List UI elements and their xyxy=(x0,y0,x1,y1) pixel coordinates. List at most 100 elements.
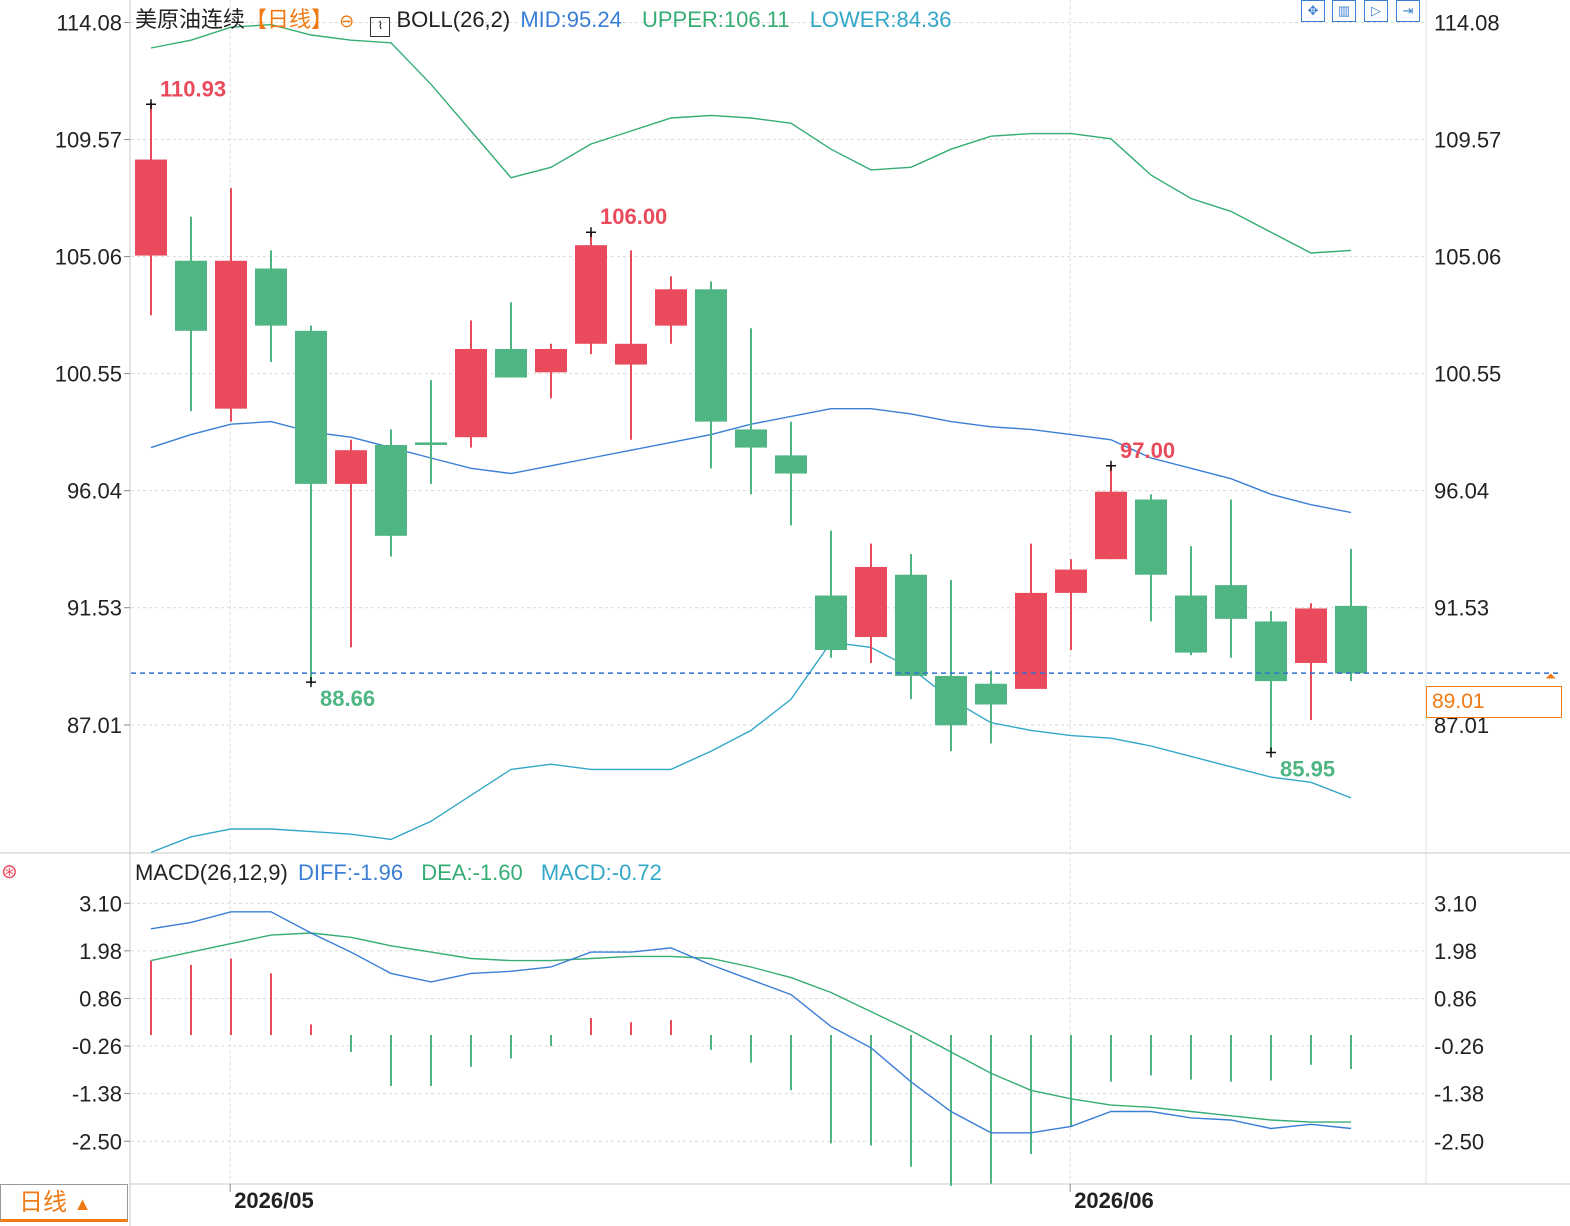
price-tick-label-right: 91.53 xyxy=(1434,596,1489,621)
candle-body xyxy=(1335,605,1367,674)
price-tick-label-right: 105.06 xyxy=(1434,245,1501,270)
macd-header: MACD(26,12,9) DIFF:-1.96 DEA:-1.60 MACD:… xyxy=(135,860,662,886)
price-tick-label-right: 109.57 xyxy=(1434,128,1501,153)
candle-body xyxy=(775,455,807,474)
candle-body xyxy=(1215,585,1247,619)
candle-up xyxy=(215,188,247,422)
candle-up xyxy=(655,276,687,344)
price-tick-label-left: 91.53 xyxy=(67,596,122,621)
candle-body xyxy=(935,675,967,726)
price-tick-label-left: 87.01 xyxy=(67,713,122,738)
candle-body xyxy=(255,268,287,326)
candle-down xyxy=(1335,548,1367,682)
macd-tick-label-left: 1.98 xyxy=(79,939,122,964)
candle-down xyxy=(735,328,767,495)
candle-down xyxy=(935,579,967,752)
candle-down xyxy=(1175,546,1207,656)
crosshair-icon[interactable]: ⊛ xyxy=(1,861,18,883)
macd-diff: DIFF:-1.96 xyxy=(297,860,404,885)
candle-down xyxy=(495,302,527,378)
grid-icon[interactable]: ✥ xyxy=(1301,0,1325,22)
bars-icon[interactable]: ▥ xyxy=(1332,0,1356,22)
candle-up xyxy=(575,232,607,355)
price-tick-label-left: 100.55 xyxy=(55,362,122,387)
candle-up xyxy=(335,439,367,648)
candle-down xyxy=(1135,494,1167,622)
price-tick-label-left: 96.04 xyxy=(67,479,122,504)
candle-body xyxy=(1295,608,1327,663)
candle-up xyxy=(615,250,647,440)
candle-body xyxy=(1175,595,1207,653)
candle-body xyxy=(455,348,487,438)
macd-tick-label-right: -0.26 xyxy=(1434,1034,1484,1059)
macd-value: MACD:-0.72 xyxy=(540,860,662,885)
price-tick-label-right: 96.04 xyxy=(1434,479,1489,504)
diff-line xyxy=(150,911,1352,1134)
candle-up xyxy=(135,102,167,316)
step-forward-icon[interactable]: ▷ xyxy=(1364,0,1388,22)
exit-icon[interactable]: ⇥ xyxy=(1396,0,1420,22)
candle-up xyxy=(1095,465,1127,560)
candle-body xyxy=(655,289,687,326)
extreme-marker xyxy=(306,677,316,688)
price-tick-label-left: 114.08 xyxy=(56,11,122,36)
candle-body xyxy=(415,442,447,445)
candle-body xyxy=(695,289,727,422)
axes: 114.08 114.08 109.57 109.57 105.06 105.06 100.… xyxy=(55,11,1502,1213)
candle-down xyxy=(1215,499,1247,658)
candle-body xyxy=(1055,569,1087,593)
period-label: 日线 xyxy=(19,1189,67,1216)
candle-up xyxy=(1055,559,1087,650)
candle-down xyxy=(895,553,927,700)
date-tick-label: 2026/06 xyxy=(1074,1188,1154,1213)
candle-body xyxy=(295,330,327,484)
boll-name: BOLL(26,2) xyxy=(396,7,511,32)
candle-body xyxy=(1095,491,1127,560)
candle-down xyxy=(295,325,327,684)
price-tick-label-right: 114.08 xyxy=(1434,11,1500,36)
candle-down xyxy=(175,216,207,412)
candle-body xyxy=(735,429,767,448)
candle-up xyxy=(1015,543,1047,689)
candle-down xyxy=(415,380,447,484)
period-selector[interactable]: 日线 ▲ xyxy=(0,1184,128,1222)
candle-body xyxy=(615,343,647,365)
macd-tick-label-left: 0.86 xyxy=(79,986,122,1011)
candle-body xyxy=(375,444,407,536)
price-marker-icon: ⏶ xyxy=(1545,668,1557,684)
candle-up xyxy=(535,343,567,399)
target-icon[interactable]: ⊖ xyxy=(339,11,355,31)
chart-header: 美原油连续【日线】 ⊖ ⌇ BOLL(26,2) MID:95.24 UPPER… xyxy=(135,2,952,37)
macd-tick-label-left: -1.38 xyxy=(72,1082,122,1107)
macd-tick-label-left: 3.10 xyxy=(79,891,122,916)
low-price-label: 88.66 xyxy=(320,686,375,711)
candle-down xyxy=(775,421,807,526)
candle-down xyxy=(975,670,1007,744)
extreme-marker xyxy=(146,99,156,110)
boll-mid: MID:95.24 xyxy=(520,7,622,32)
indicator-icon[interactable]: ⌇ xyxy=(370,17,391,37)
boll-upper-line xyxy=(150,23,1352,254)
extreme-marker xyxy=(586,227,596,238)
candle-body xyxy=(535,348,567,373)
high-price-label: 97.00 xyxy=(1120,438,1175,463)
macd-tick-label-right: 3.10 xyxy=(1434,891,1477,916)
candle-body xyxy=(975,683,1007,705)
candle-down xyxy=(695,281,727,469)
candle-body xyxy=(135,159,167,256)
macd-tick-label-right: 0.86 xyxy=(1434,986,1477,1011)
date-tick-label: 2026/05 xyxy=(234,1188,314,1213)
candle-body xyxy=(815,595,847,650)
price-chart: 110.93 106.00 88.66 97.00 85.95 xyxy=(131,23,1560,854)
candle-body xyxy=(215,260,247,409)
current-price-label: 89.01 xyxy=(1426,686,1562,718)
extreme-marker xyxy=(1266,747,1276,758)
candle-body xyxy=(495,348,527,378)
candle-down xyxy=(1255,611,1287,752)
candle-body xyxy=(575,245,607,344)
price-tick-label-left: 109.57 xyxy=(55,128,122,153)
extreme-marker xyxy=(1106,460,1116,471)
candle-down xyxy=(815,530,847,658)
